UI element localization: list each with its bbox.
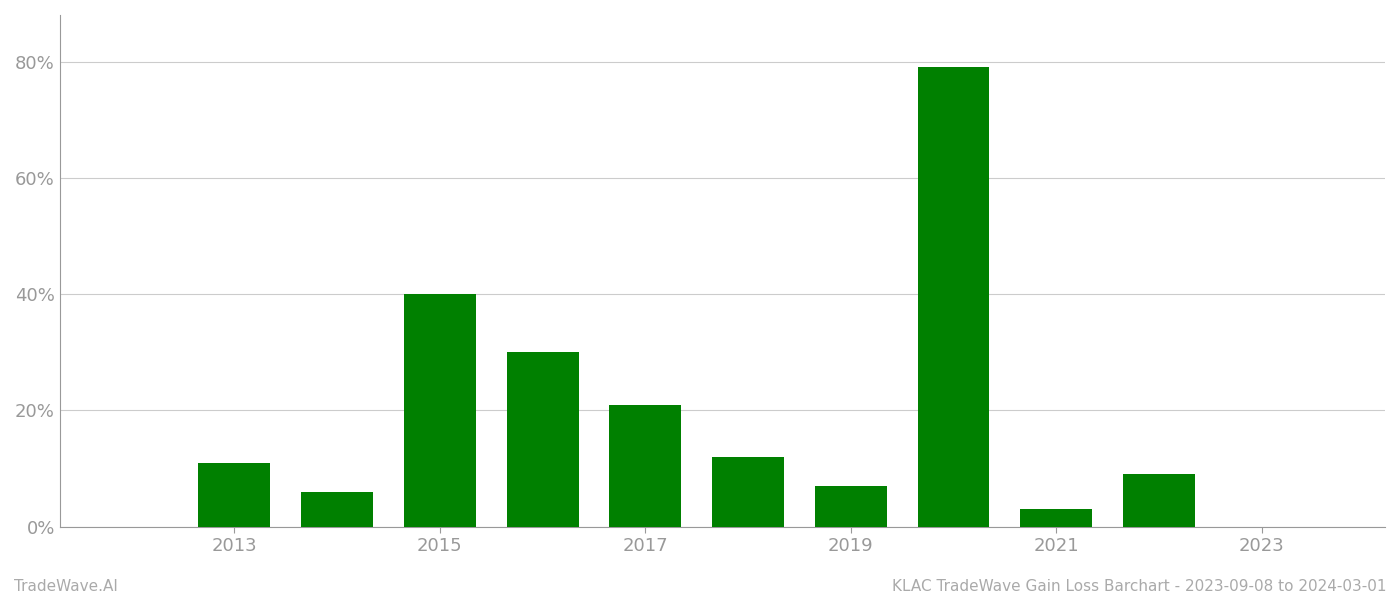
Bar [403, 294, 476, 527]
Bar [199, 463, 270, 527]
Bar [815, 486, 886, 527]
Bar [1123, 474, 1196, 527]
Text: TradeWave.AI: TradeWave.AI [14, 579, 118, 594]
Bar [609, 404, 682, 527]
Bar [917, 67, 990, 527]
Bar [713, 457, 784, 527]
Text: KLAC TradeWave Gain Loss Barchart - 2023-09-08 to 2024-03-01: KLAC TradeWave Gain Loss Barchart - 2023… [892, 579, 1386, 594]
Bar [301, 492, 372, 527]
Bar [1021, 509, 1092, 527]
Bar [507, 352, 578, 527]
